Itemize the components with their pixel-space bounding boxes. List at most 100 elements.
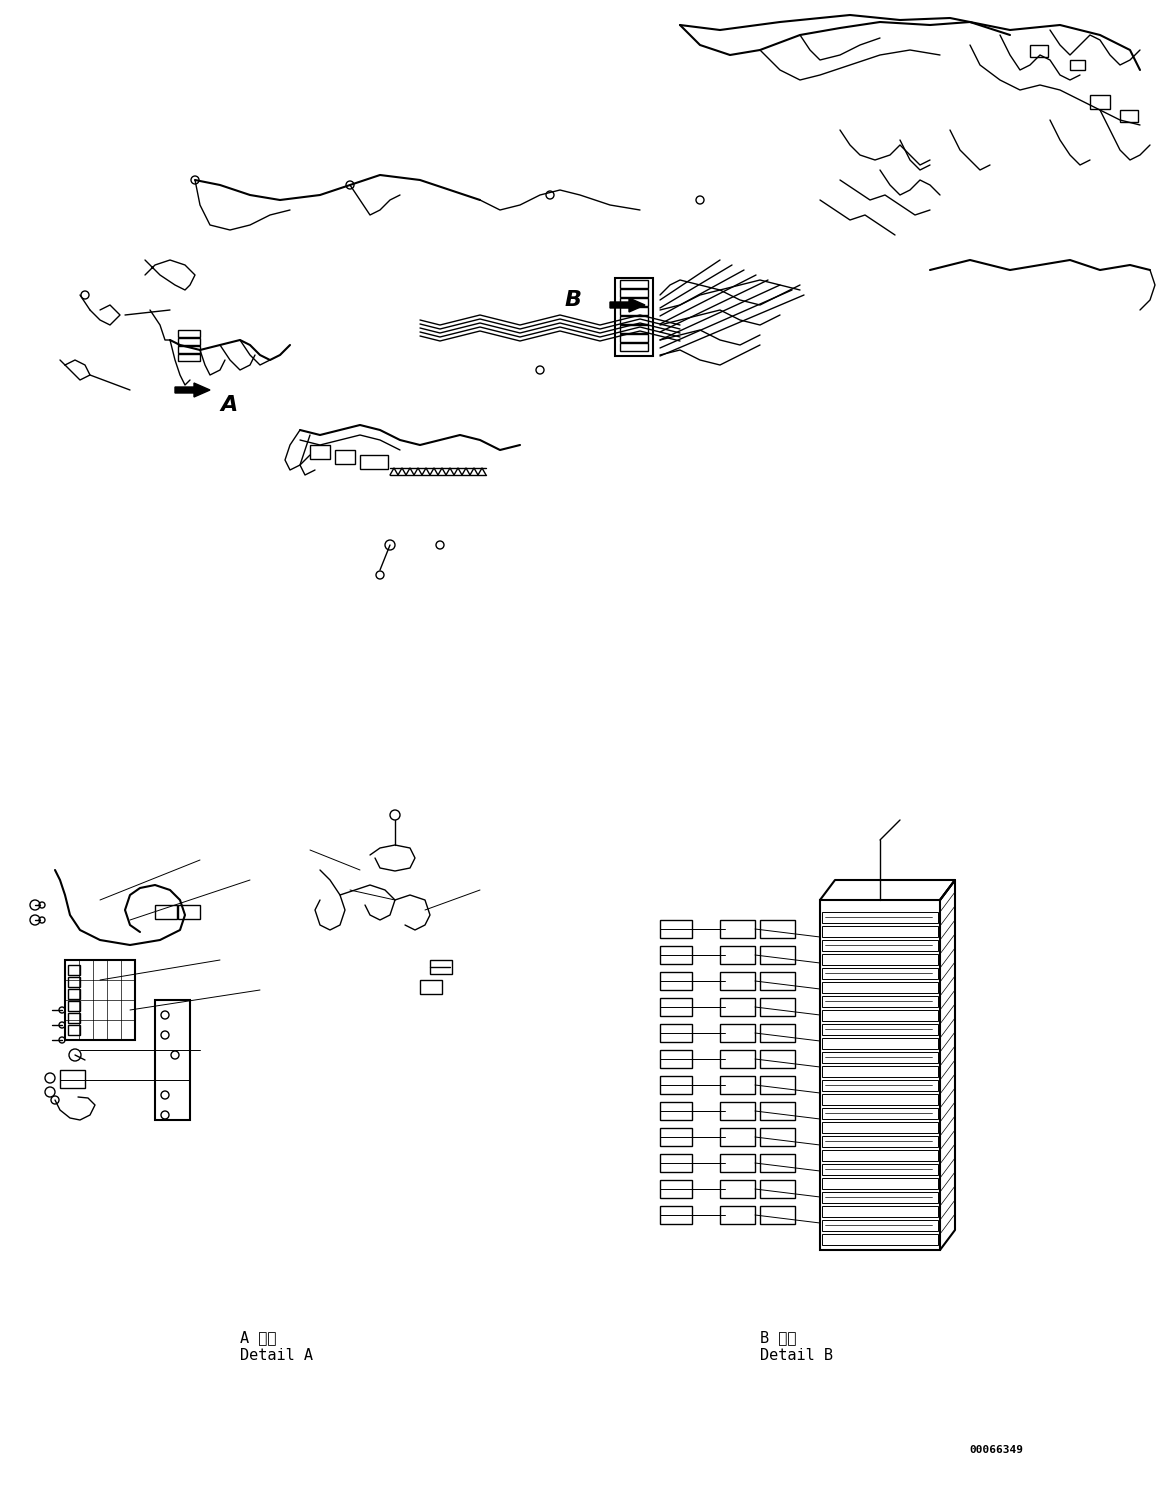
Bar bbox=[178, 347, 200, 353]
Bar bbox=[759, 1180, 795, 1198]
Bar bbox=[822, 1080, 939, 1091]
Bar bbox=[822, 995, 939, 1007]
Bar bbox=[759, 1205, 795, 1225]
Bar bbox=[67, 1025, 80, 1036]
Bar bbox=[67, 990, 80, 998]
Bar bbox=[335, 449, 355, 464]
Bar bbox=[759, 946, 795, 964]
Bar bbox=[820, 900, 940, 1250]
Bar bbox=[759, 1103, 795, 1120]
Bar bbox=[822, 1234, 939, 1245]
Bar bbox=[720, 1051, 755, 1068]
Bar bbox=[155, 1000, 190, 1120]
Bar bbox=[615, 278, 652, 356]
Bar bbox=[759, 998, 795, 1016]
Text: A: A bbox=[220, 394, 237, 415]
Bar bbox=[67, 1013, 80, 1024]
Bar bbox=[659, 1024, 692, 1042]
Bar bbox=[659, 1128, 692, 1146]
Bar bbox=[822, 1052, 939, 1062]
Bar bbox=[659, 1103, 692, 1120]
Bar bbox=[822, 1065, 939, 1077]
Bar bbox=[720, 1128, 755, 1146]
Bar bbox=[720, 1180, 755, 1198]
Bar bbox=[822, 1109, 939, 1119]
Bar bbox=[659, 946, 692, 964]
Text: B 詳細: B 詳細 bbox=[759, 1330, 797, 1345]
Bar bbox=[620, 298, 648, 307]
Bar bbox=[822, 982, 939, 992]
Bar bbox=[178, 354, 200, 362]
Bar bbox=[822, 1024, 939, 1036]
Text: Detail A: Detail A bbox=[240, 1348, 313, 1363]
Bar bbox=[659, 1155, 692, 1173]
Bar bbox=[67, 966, 80, 975]
Bar bbox=[60, 1070, 85, 1088]
Bar bbox=[720, 920, 755, 937]
Bar bbox=[1030, 45, 1048, 57]
Bar bbox=[361, 455, 388, 469]
Bar bbox=[822, 1150, 939, 1161]
Bar bbox=[822, 926, 939, 937]
Bar bbox=[620, 324, 648, 333]
Bar bbox=[659, 972, 692, 990]
Bar bbox=[659, 1076, 692, 1094]
Text: A 詳細: A 詳細 bbox=[240, 1330, 277, 1345]
Bar bbox=[420, 981, 442, 994]
Bar bbox=[822, 954, 939, 966]
Bar bbox=[759, 1128, 795, 1146]
Bar bbox=[67, 1001, 80, 1010]
Bar bbox=[759, 1024, 795, 1042]
Bar bbox=[430, 960, 452, 975]
FancyArrow shape bbox=[611, 298, 645, 312]
Bar bbox=[65, 960, 135, 1040]
Bar bbox=[1090, 95, 1110, 109]
Bar bbox=[822, 1164, 939, 1176]
Bar bbox=[155, 905, 177, 920]
Bar bbox=[822, 1220, 939, 1231]
Bar bbox=[822, 969, 939, 979]
Bar bbox=[822, 1135, 939, 1147]
Bar bbox=[620, 307, 648, 315]
Bar bbox=[620, 280, 648, 289]
Bar bbox=[178, 338, 200, 345]
Bar bbox=[178, 905, 200, 920]
Bar bbox=[620, 344, 648, 351]
Bar bbox=[178, 330, 200, 336]
Bar bbox=[822, 940, 939, 951]
Bar bbox=[759, 1155, 795, 1173]
Bar bbox=[720, 1024, 755, 1042]
Bar bbox=[759, 1076, 795, 1094]
Bar bbox=[659, 1205, 692, 1225]
Bar bbox=[822, 1178, 939, 1189]
Bar bbox=[659, 920, 692, 937]
Bar bbox=[720, 972, 755, 990]
Bar bbox=[720, 1155, 755, 1173]
Bar bbox=[659, 998, 692, 1016]
Bar bbox=[620, 315, 648, 324]
Bar bbox=[1120, 110, 1139, 122]
Text: B: B bbox=[565, 290, 582, 310]
Bar bbox=[620, 333, 648, 342]
Bar bbox=[822, 912, 939, 923]
Bar bbox=[1070, 60, 1085, 70]
Bar bbox=[822, 1205, 939, 1217]
Bar bbox=[822, 1192, 939, 1202]
Bar bbox=[822, 1094, 939, 1106]
Bar bbox=[720, 946, 755, 964]
Bar bbox=[759, 1051, 795, 1068]
Bar bbox=[759, 972, 795, 990]
Bar bbox=[720, 1076, 755, 1094]
Bar bbox=[659, 1180, 692, 1198]
FancyArrow shape bbox=[174, 382, 211, 397]
Bar bbox=[822, 1010, 939, 1021]
Bar bbox=[720, 1103, 755, 1120]
Bar bbox=[720, 998, 755, 1016]
Text: Detail B: Detail B bbox=[759, 1348, 833, 1363]
Bar bbox=[822, 1122, 939, 1132]
Text: 00066349: 00066349 bbox=[970, 1445, 1023, 1455]
Bar bbox=[822, 1039, 939, 1049]
Bar bbox=[659, 1051, 692, 1068]
Bar bbox=[759, 920, 795, 937]
Bar bbox=[67, 978, 80, 987]
